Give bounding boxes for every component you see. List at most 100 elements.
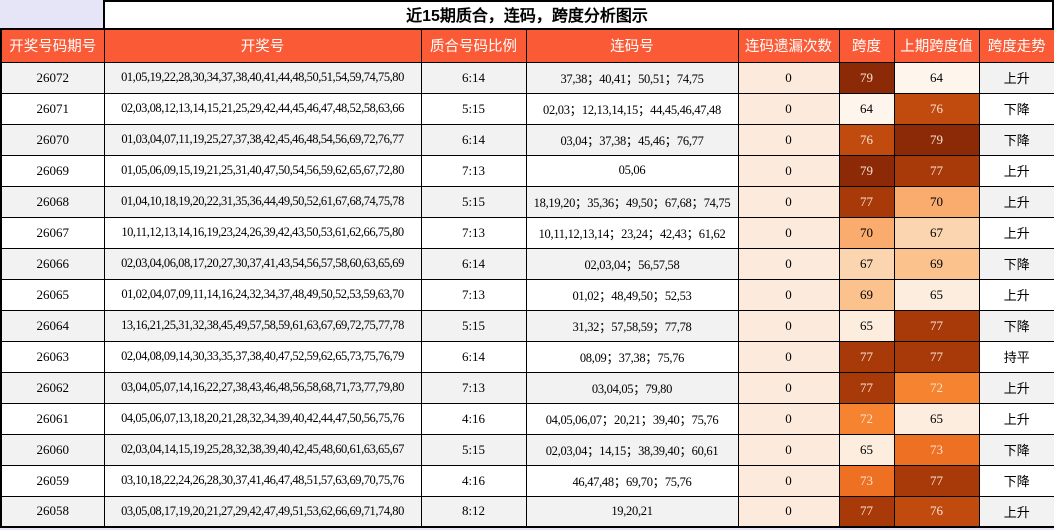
ratio-cell: 5:15 xyxy=(420,185,527,218)
trend-cell: 上升 xyxy=(978,61,1054,94)
ratio-cell: 6:14 xyxy=(420,340,527,373)
column-header-span: 跨度 xyxy=(838,28,895,63)
ratio-cell: 8:12 xyxy=(420,495,527,528)
period-cell: 26069 xyxy=(0,154,105,187)
consecutive-cell: 02,03,04；14,15；38,39,40；60,61 xyxy=(525,433,739,466)
title-row: 近15期质合，连码，跨度分析图示 xyxy=(0,0,1054,28)
period-cell: 26066 xyxy=(0,247,105,280)
table-row: 26069 01,05,06,09,15,19,21,25,31,40,47,50… xyxy=(0,154,1054,187)
trend-cell: 上升 xyxy=(978,495,1054,528)
consecutive-cell: 03,04,05；79,80 xyxy=(525,371,739,404)
trend-cell: 下降 xyxy=(978,309,1054,342)
miss-cell: 0 xyxy=(737,61,840,94)
miss-cell: 0 xyxy=(737,464,840,497)
prev-span-cell: 76 xyxy=(893,495,980,528)
ratio-cell: 7:13 xyxy=(420,278,527,311)
miss-cell: 0 xyxy=(737,309,840,342)
ratio-cell: 6:14 xyxy=(420,123,527,156)
miss-cell: 0 xyxy=(737,495,840,528)
miss-cell: 0 xyxy=(737,92,840,125)
consecutive-cell: 01,02；48,49,50；52,53 xyxy=(525,278,739,311)
title-box xyxy=(103,0,1054,28)
table-row: 26072 01,05,19,22,28,30,34,37,38,40,41,44… xyxy=(0,61,1054,94)
table-row: 26064 13,16,21,25,31,32,38,45,49,57,58,59… xyxy=(0,309,1054,342)
consecutive-cell: 19,20,21 xyxy=(525,495,739,528)
ratio-cell: 4:16 xyxy=(420,464,527,497)
period-cell: 26067 xyxy=(0,216,105,249)
consecutive-cell: 46,47,48；69,70；75,76 xyxy=(525,464,739,497)
prev-span-cell: 67 xyxy=(893,216,980,249)
trend-cell: 下降 xyxy=(978,464,1054,497)
miss-cell: 0 xyxy=(737,247,840,280)
span-cell: 65 xyxy=(838,433,895,466)
table-row: 26060 02,03,04,14,15,19,25,28,32,38,39,40… xyxy=(0,433,1054,466)
ratio-cell: 7:13 xyxy=(420,371,527,404)
numbers-cell: 01,05,19,22,28,30,34,37,38,40,41,44,48,5… xyxy=(103,61,422,94)
period-cell: 26068 xyxy=(0,185,105,218)
miss-cell: 0 xyxy=(737,154,840,187)
prev-span-cell: 76 xyxy=(893,92,980,125)
span-cell: 64 xyxy=(838,92,895,125)
miss-cell: 0 xyxy=(737,433,840,466)
prev-span-cell: 72 xyxy=(893,371,980,404)
table-row: 26066 02,03,04,06,08,17,20,27,30,37,41,43… xyxy=(0,247,1054,280)
prev-span-cell: 77 xyxy=(893,154,980,187)
trend-cell: 下降 xyxy=(978,123,1054,156)
period-cell: 26064 xyxy=(0,309,105,342)
numbers-cell: 03,05,08,17,19,20,21,27,29,42,47,49,51,5… xyxy=(103,495,422,528)
table-row: 26067 10,11,12,13,14,16,19,23,24,26,39,42… xyxy=(0,216,1054,249)
column-header-trend: 跨度走势 xyxy=(978,28,1054,63)
prev-span-cell: 65 xyxy=(893,278,980,311)
table-row: 26068 01,04,10,18,19,20,22,31,35,36,44,49… xyxy=(0,185,1054,218)
column-header-numbers: 开奖号 xyxy=(103,28,422,63)
ratio-cell: 7:13 xyxy=(420,154,527,187)
column-header-prev_span: 上期跨度值 xyxy=(893,28,980,63)
span-cell: 77 xyxy=(838,185,895,218)
trend-cell: 下降 xyxy=(978,92,1054,125)
span-cell: 76 xyxy=(838,123,895,156)
period-cell: 26059 xyxy=(0,464,105,497)
numbers-cell: 01,02,04,07,09,11,14,16,24,32,34,37,48,4… xyxy=(103,278,422,311)
numbers-cell: 13,16,21,25,31,32,38,45,49,57,58,59,61,6… xyxy=(103,309,422,342)
analysis-table: 开奖号码期号 开奖号 质合号码比例 连码号 连码遗漏次数 跨度 上期跨度值 跨度走势 2607… xyxy=(0,28,1054,528)
header-row: 开奖号码期号 开奖号 质合号码比例 连码号 连码遗漏次数 跨度 上期跨度值 跨度走势 xyxy=(0,28,1054,63)
period-cell: 26062 xyxy=(0,371,105,404)
period-cell: 26061 xyxy=(0,402,105,435)
column-header-consecutive: 连码号 xyxy=(525,28,739,63)
span-cell: 72 xyxy=(838,402,895,435)
prev-span-cell: 73 xyxy=(893,433,980,466)
span-cell: 70 xyxy=(838,216,895,249)
span-cell: 77 xyxy=(838,340,895,373)
ratio-cell: 6:14 xyxy=(420,61,527,94)
numbers-cell: 10,11,12,13,14,16,19,23,24,26,39,42,43,5… xyxy=(103,216,422,249)
numbers-cell: 02,03,08,12,13,14,15,21,25,29,42,44,45,4… xyxy=(103,92,422,125)
numbers-cell: 03,10,18,22,24,26,28,30,37,41,46,47,48,5… xyxy=(103,464,422,497)
trend-cell: 上升 xyxy=(978,216,1054,249)
numbers-cell: 02,03,04,14,15,19,25,28,32,38,39,40,42,4… xyxy=(103,433,422,466)
period-cell: 26060 xyxy=(0,433,105,466)
table-row: 26070 01,03,04,07,11,19,25,27,37,38,42,45… xyxy=(0,123,1054,156)
miss-cell: 0 xyxy=(737,371,840,404)
title-corner-spacer xyxy=(0,0,103,28)
numbers-cell: 01,03,04,07,11,19,25,27,37,38,42,45,46,4… xyxy=(103,123,422,156)
trend-cell: 上升 xyxy=(978,371,1054,404)
table-row: 26063 02,04,08,09,14,30,33,35,37,38,40,47… xyxy=(0,340,1054,373)
table-row: 26058 03,05,08,17,19,20,21,27,29,42,47,49… xyxy=(0,495,1054,528)
prev-span-cell: 70 xyxy=(893,185,980,218)
numbers-cell: 03,04,05,07,14,16,22,27,38,43,46,48,56,5… xyxy=(103,371,422,404)
period-cell: 26071 xyxy=(0,92,105,125)
consecutive-cell: 02,03；12,13,14,15；44,45,46,47,48 xyxy=(525,92,739,125)
consecutive-cell: 18,19,20；35,36；49,50；67,68；74,75 xyxy=(525,185,739,218)
prev-span-cell: 69 xyxy=(893,247,980,280)
miss-cell: 0 xyxy=(737,402,840,435)
prev-span-cell: 77 xyxy=(893,464,980,497)
consecutive-cell: 10,11,12,13,14；23,24；42,43；61,62 xyxy=(525,216,739,249)
table-row: 26059 03,10,18,22,24,26,28,30,37,41,46,47… xyxy=(0,464,1054,497)
ratio-cell: 6:14 xyxy=(420,247,527,280)
miss-cell: 0 xyxy=(737,340,840,373)
numbers-cell: 02,04,08,09,14,30,33,35,37,38,40,47,52,5… xyxy=(103,340,422,373)
miss-cell: 0 xyxy=(737,216,840,249)
prev-span-cell: 77 xyxy=(893,340,980,373)
ratio-cell: 5:15 xyxy=(420,309,527,342)
